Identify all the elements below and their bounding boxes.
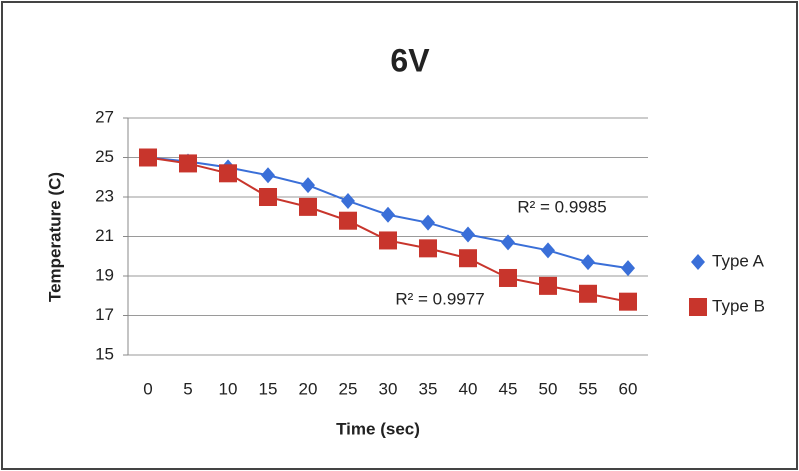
annotation: R² = 0.9985 [517,197,606,216]
x-tick-label: 50 [539,379,558,398]
y-tick-label: 15 [95,344,114,363]
y-tick-label: 19 [95,265,114,284]
x-tick-label: 60 [619,379,638,398]
point [341,192,355,209]
point [689,298,707,316]
x-tick-label: 35 [419,379,438,398]
point [539,276,557,295]
point [499,268,517,287]
x-tick-label: 10 [219,379,238,398]
x-tick-label: 45 [499,379,518,398]
x-tick-label: 20 [299,379,318,398]
point [419,239,437,258]
point [421,214,435,231]
x-tick-label: 55 [579,379,598,398]
point [299,197,317,216]
y-tick-label: 21 [95,226,114,245]
point [339,211,357,230]
point [139,148,157,167]
point [381,206,395,223]
point [691,254,705,270]
y-axis-title: Temperature (C) [45,172,64,302]
point [501,234,515,251]
point [301,177,315,194]
point [261,167,275,184]
x-tick-label: 40 [459,379,478,398]
point [179,154,197,173]
point [219,164,237,183]
x-tick-label: 30 [379,379,398,398]
y-tick-label: 23 [95,186,114,205]
x-axis-title: Time (sec) [336,419,420,438]
legend-label: Type B [712,296,765,315]
point [581,254,595,271]
y-tick-label: 17 [95,305,114,324]
x-tick-label: 25 [339,379,358,398]
y-tick-label: 27 [95,107,114,126]
y-tick-label: 25 [95,147,114,166]
x-tick-label: 15 [259,379,278,398]
chart-title: 6V [390,42,430,78]
point [621,260,635,277]
legend-label: Type A [712,251,765,270]
point [461,226,475,243]
point [619,292,637,311]
point [459,249,477,268]
point [379,231,397,250]
point [541,242,555,259]
x-tick-label: 5 [183,379,192,398]
annotation: R² = 0.9977 [395,289,484,308]
x-tick-label: 0 [143,379,152,398]
point [259,188,277,206]
point [579,284,597,303]
